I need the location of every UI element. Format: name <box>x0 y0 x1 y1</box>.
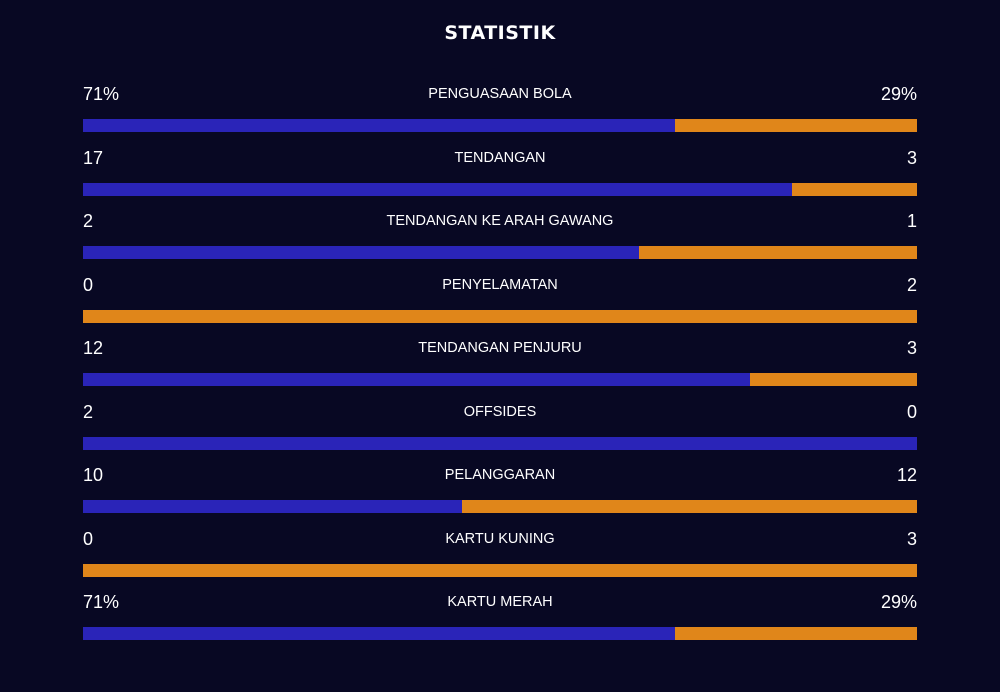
stat-row: 10 PELANGGARAN 12 <box>83 461 917 525</box>
stat-row: 71% PENGUASAAN BOLA 29% <box>83 80 917 144</box>
home-bar-segment <box>83 500 463 513</box>
home-value: 71% <box>83 84 120 104</box>
away-value: 2 <box>906 274 917 295</box>
stat-bar <box>83 309 917 323</box>
stat-row: 71% KARTU MERAH 29% <box>83 588 917 652</box>
away-value: 1 <box>906 211 917 231</box>
stat-bar <box>83 627 917 640</box>
page-title: STATISTIK <box>444 22 556 44</box>
home-value: 12 <box>83 338 104 358</box>
stat-label: PENGUASAAN BOLA <box>428 86 572 102</box>
stat-bar <box>83 182 917 196</box>
stat-label: OFFSIDES <box>463 403 537 420</box>
home-bar-segment <box>83 182 792 196</box>
away-bar-segment <box>462 500 917 513</box>
away-value: 0 <box>906 401 917 422</box>
stat-row: 2 OFFSIDES 0 <box>83 398 917 462</box>
home-bar-segment <box>83 373 751 386</box>
stat-label: PENYELAMATAN <box>442 276 558 293</box>
stat-label: TENDANGAN PENJURU <box>418 340 582 356</box>
stats-list: 71% PENGUASAAN BOLA 29% 17 TENDANGAN 3 2… <box>83 80 917 652</box>
home-bar-segment <box>83 436 917 450</box>
stat-label: KARTU MERAH <box>447 594 553 610</box>
stat-bar <box>83 373 917 386</box>
stat-row: 0 PENYELAMATAN 2 <box>83 271 917 335</box>
stat-row: 0 KARTU KUNING 3 <box>83 525 917 589</box>
away-value: 3 <box>906 338 917 358</box>
stat-row: 2 TENDANGAN KE ARAH GAWANG 1 <box>83 207 917 271</box>
away-bar-segment <box>83 563 917 577</box>
home-value: 71% <box>83 592 120 612</box>
stat-bar <box>83 500 917 513</box>
home-value: 10 <box>83 465 104 485</box>
stat-label: KARTU KUNING <box>445 530 555 547</box>
stat-bar <box>83 563 917 577</box>
stat-label: TENDANGAN <box>454 149 546 166</box>
away-bar-segment <box>639 246 917 259</box>
home-value: 2 <box>83 401 94 422</box>
home-bar-segment <box>83 246 640 259</box>
away-bar-segment <box>675 119 917 132</box>
stat-bar <box>83 436 917 450</box>
away-value: 12 <box>896 465 917 485</box>
away-value: 29% <box>880 84 917 104</box>
away-bar-segment <box>791 182 917 196</box>
home-bar-segment <box>83 119 676 132</box>
home-value: 0 <box>83 528 94 549</box>
stat-label: TENDANGAN KE ARAH GAWANG <box>386 213 614 229</box>
stat-label: PELANGGARAN <box>444 467 556 483</box>
home-bar-segment <box>83 627 676 640</box>
away-value: 3 <box>906 147 917 168</box>
home-value: 0 <box>83 274 94 295</box>
away-bar-segment <box>750 373 917 386</box>
away-value: 29% <box>880 592 917 612</box>
stat-bar <box>83 246 917 259</box>
away-bar-segment <box>83 309 917 323</box>
away-bar-segment <box>675 627 917 640</box>
stat-row: 12 TENDANGAN PENJURU 3 <box>83 334 917 398</box>
stat-bar <box>83 119 917 132</box>
home-value: 2 <box>83 211 94 231</box>
away-value: 3 <box>906 528 917 549</box>
stat-row: 17 TENDANGAN 3 <box>83 144 917 208</box>
home-value: 17 <box>83 147 104 168</box>
